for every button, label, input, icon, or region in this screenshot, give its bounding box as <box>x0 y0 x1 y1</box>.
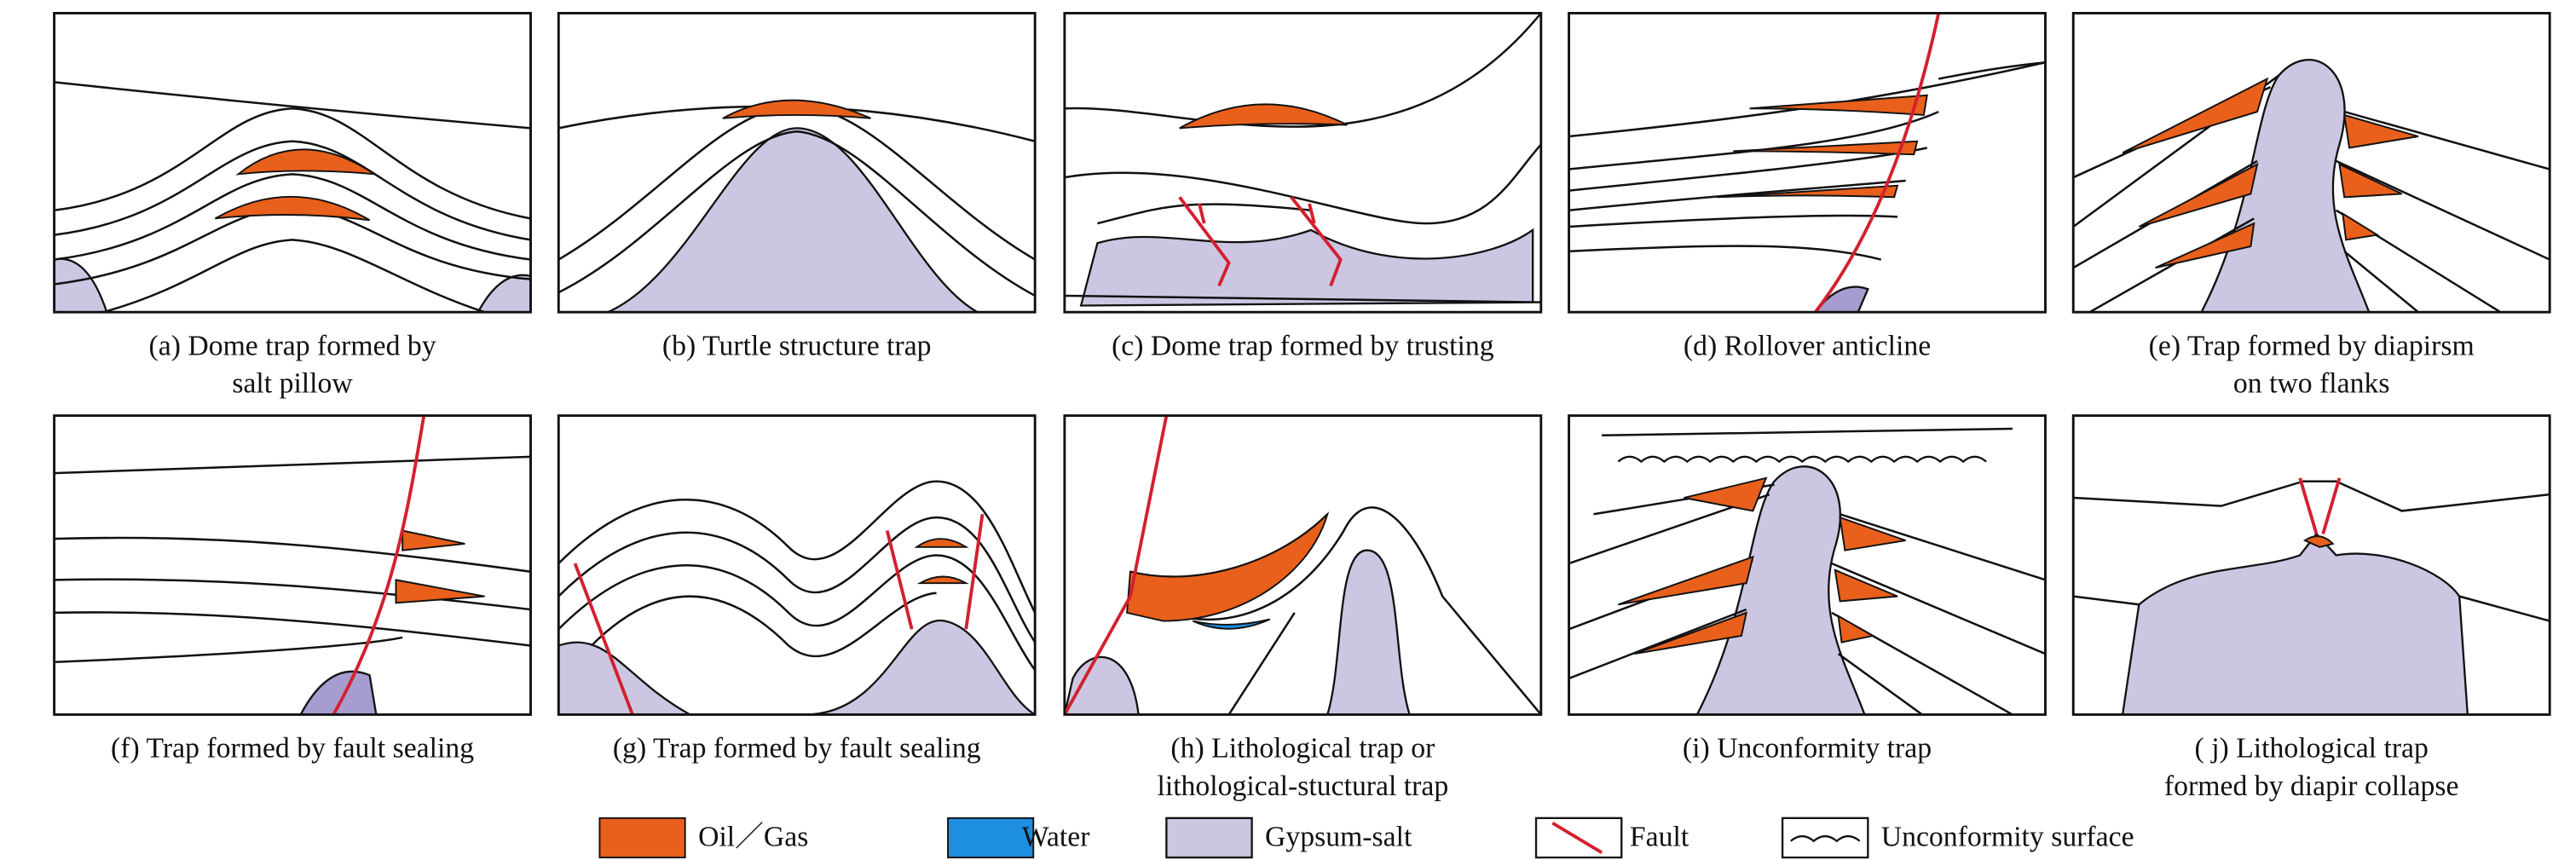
caption: (d) Rollover anticline <box>1684 330 1931 361</box>
caption: (b) Turtle structure trap <box>662 330 932 361</box>
panel-art <box>1065 416 1541 715</box>
layer <box>55 612 531 645</box>
layer <box>1569 62 2046 136</box>
page: (a) Dome trap formed by salt pillow (b) Tu… <box>0 0 2576 860</box>
oil-gas <box>238 149 374 174</box>
caption: ( j) Lithological trap <box>2195 733 2429 765</box>
panel-g <box>558 416 1035 715</box>
legend-swatch <box>948 818 1033 857</box>
layer <box>1569 216 1897 227</box>
fault <box>2323 478 2339 534</box>
oil-gas <box>1127 514 1327 620</box>
oil-gas <box>396 580 484 603</box>
gypsum-salt <box>805 620 1035 714</box>
fault <box>1199 204 1204 223</box>
legend-label: Water <box>1022 822 1090 853</box>
oil-gas <box>2342 214 2377 240</box>
panel-art <box>55 416 531 715</box>
gypsum-salt <box>558 643 690 715</box>
figure: (a) Dome trap formed by salt pillow (b) Tu… <box>0 0 2576 860</box>
caption: salt pillow <box>232 368 353 400</box>
panel-d <box>1569 13 2046 312</box>
caption: (f) Trap formed by fault sealing <box>111 733 474 765</box>
legend-label: Unconformity surface <box>1881 822 2134 853</box>
layer <box>592 593 937 656</box>
panel-art <box>2073 60 2550 312</box>
panel-frame <box>55 416 531 715</box>
panel-i <box>1569 416 2046 715</box>
panel-art <box>558 482 1035 715</box>
caption: (h) Lithological trap or <box>1170 733 1435 765</box>
oil-gas <box>2339 164 2401 198</box>
panel-a <box>55 13 531 312</box>
legend-label: Oil／Gas <box>698 822 808 853</box>
caption: (i) Unconformity trap <box>1683 733 1932 765</box>
layer <box>1569 246 1881 260</box>
legend-swatch <box>599 818 684 857</box>
panel-art <box>1569 13 2046 312</box>
caption: (g) Trap formed by fault sealing <box>613 733 981 765</box>
caption: (e) Trap formed by diapirsm <box>2149 330 2475 361</box>
layer <box>558 517 1035 642</box>
layer <box>55 82 531 128</box>
gypsum-salt <box>1065 657 1139 714</box>
panel-e <box>2073 13 2550 312</box>
gypsum-salt <box>55 259 107 312</box>
layer <box>1602 429 2013 436</box>
legend-label: Fault <box>1630 822 1689 853</box>
fault <box>2300 478 2316 534</box>
panel-b <box>558 13 1035 312</box>
layer <box>1840 514 2046 580</box>
oil-gas <box>1180 104 1348 128</box>
oil-gas <box>916 539 966 547</box>
unconformity <box>1618 457 1986 462</box>
legend-label: Gypsum-salt <box>1265 822 1412 853</box>
oil-gas <box>2123 79 2267 153</box>
legend-swatch <box>1166 818 1251 857</box>
panel-art <box>1065 13 1541 305</box>
oil-gas <box>1835 570 1897 602</box>
gypsum-salt <box>478 275 531 312</box>
panel-h <box>1065 416 1541 715</box>
oil-gas <box>1717 186 1897 197</box>
gypsum-salt <box>2123 534 2468 714</box>
layer <box>1832 563 2046 654</box>
panel-art <box>558 101 1035 313</box>
caption: on two flanks <box>2233 368 2390 400</box>
layer <box>55 457 531 473</box>
caption: formed by diapir collapse <box>2164 771 2459 802</box>
panel-art <box>2073 478 2550 715</box>
oil-gas <box>215 197 369 220</box>
layer <box>55 638 403 662</box>
panel-f <box>55 416 531 715</box>
gypsum-salt <box>608 128 978 312</box>
oil-gas <box>920 577 966 584</box>
caption: (a) Dome trap formed by <box>149 330 436 361</box>
oil-gas <box>1840 517 1906 551</box>
caption: lithological-stuctural trap <box>1157 771 1448 802</box>
water <box>1193 620 1270 629</box>
oil-gas <box>1618 557 1753 604</box>
oil-gas <box>1733 141 1917 154</box>
layer <box>103 240 484 312</box>
layer <box>2073 482 2550 511</box>
panel-j <box>2073 416 2550 715</box>
panel-c <box>1065 13 1541 312</box>
oil-gas <box>723 101 870 118</box>
oil-gas <box>2344 115 2418 148</box>
panel-art <box>55 82 531 312</box>
gypsum-salt <box>1327 551 1409 715</box>
caption: (c) Dome trap formed by trusting <box>1112 330 1494 361</box>
layer <box>2336 161 2550 260</box>
panel-art <box>1569 429 2046 714</box>
oil-gas <box>402 531 465 551</box>
layer <box>1569 112 1939 169</box>
layer <box>1938 62 2045 78</box>
oil-gas <box>1684 478 1765 511</box>
oil-gas <box>1839 616 1873 643</box>
gypsum-salt <box>1081 230 1533 306</box>
layer <box>2073 597 2139 605</box>
layer <box>2459 597 2550 621</box>
